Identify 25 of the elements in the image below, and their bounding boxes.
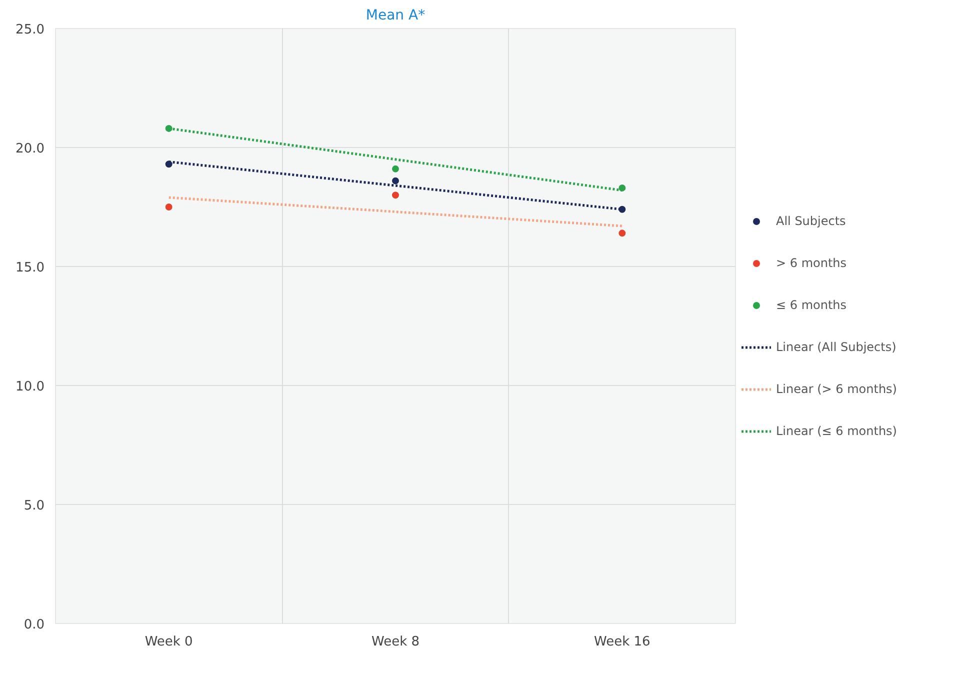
point — [618, 183, 627, 192]
y-tick-label: 10.0 — [16, 380, 45, 394]
legend-label: Linear (≤ 6 months) — [776, 424, 897, 438]
chart-title: Mean A* — [366, 8, 426, 24]
point — [164, 202, 174, 212]
legend-label: ≤ 6 months — [776, 298, 847, 312]
point — [391, 190, 400, 200]
y-tick-label: 0.0 — [24, 618, 45, 632]
legend-label: Linear (> 6 months) — [776, 382, 897, 396]
legend-label: All Subjects — [776, 214, 846, 228]
legend-label: Linear (All Subjects) — [776, 340, 896, 354]
point — [391, 176, 400, 186]
point — [391, 164, 400, 174]
y-tick-label: 25.0 — [16, 22, 45, 38]
point — [164, 160, 174, 169]
x-tick-label: Week 8 — [371, 634, 420, 650]
x-tick-label: Week 0 — [144, 634, 193, 650]
x-tick-label: Week 16 — [594, 634, 650, 650]
legend-label: > 6 months — [776, 256, 847, 270]
y-tick-label: 5.0 — [24, 498, 45, 514]
point — [164, 124, 174, 133]
point — [618, 228, 627, 238]
y-tick-label: 20.0 — [16, 142, 45, 156]
y-tick-label: 15.0 — [16, 260, 45, 276]
point — [618, 204, 627, 214]
